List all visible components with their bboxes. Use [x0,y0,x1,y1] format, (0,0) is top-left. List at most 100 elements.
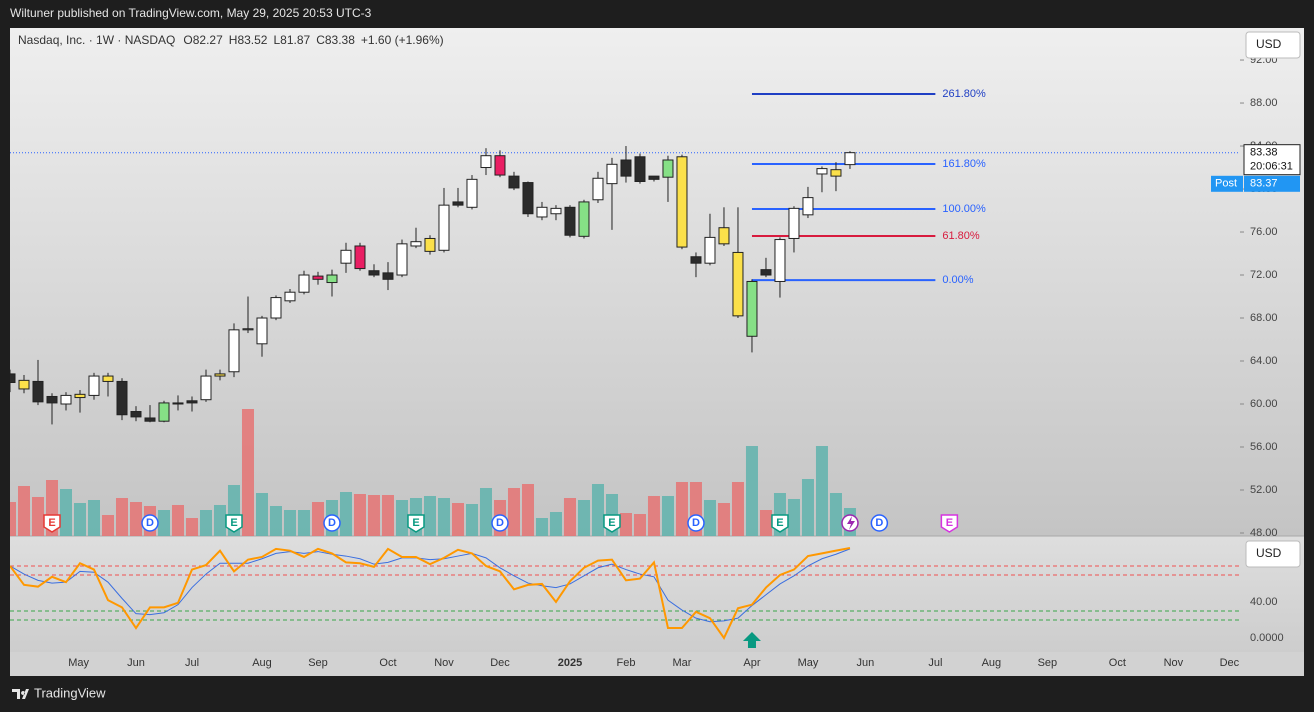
volume-bar [10,502,16,536]
candle-body [46,395,58,404]
x-tick-label: May [68,657,89,669]
dividend-marker [491,514,509,532]
event-label: D [328,517,336,529]
candle-body [676,156,688,248]
x-tick-label: Aug [982,657,1002,669]
fib-label: 261.80% [942,88,986,100]
last-price-box [1243,144,1301,176]
x-tick-label: Mar [673,657,692,669]
volume-bar [101,515,114,536]
plot-area: 261.80% 161.80% 100.00% 61.80% 0.00% E D E D E D E D… [10,88,1240,648]
time-axis-labels: Apr May Jun Jul Aug Sep Oct Nov Dec 2025 Feb Mar Apr… [10,657,1240,669]
candle-body [326,274,338,284]
currency-label[interactable]: USD [1256,546,1282,560]
osc-line [10,548,851,623]
volume-bar [535,518,548,536]
candle-body [704,236,716,264]
candle-body [732,251,744,317]
candle-body [844,152,856,166]
fib-label: 61.80% [942,230,980,242]
footer-brand: TradingView [34,685,106,700]
currency-label[interactable]: USD [1256,37,1282,51]
event-label: E [776,517,783,529]
volume-bar [647,496,660,536]
dividend-marker [687,514,705,532]
ohlc-key: O [183,33,192,47]
candle-body [746,280,758,337]
symbol-header: Nasdaq, Inc. · 1W · NASDAQ O82.27 H83.52 L8… [18,33,444,47]
usd-button[interactable]: USD [1245,31,1301,59]
volume-bar [591,484,604,536]
event-label: D [496,517,504,529]
earnings-marker [225,514,243,533]
volume-bar [507,488,520,536]
candle-body [606,163,618,185]
y-tick-label: 76.00 [1250,226,1278,238]
x-tick-label: Sep [1038,657,1058,669]
event-label: E [412,517,419,529]
candle-body [242,328,254,331]
volume-bar [717,503,730,536]
x-tick-label: 2025 [558,657,582,669]
candle-body [662,159,674,178]
x-tick-label: Nov [434,657,454,669]
symbol: Nasdaq, Inc. · 1W · NASDAQ [18,33,175,47]
ohlc-value: 83.52 [237,33,267,47]
candle-body [396,243,408,276]
candle-body [172,402,184,405]
post-price: 83.37 [1250,178,1278,190]
volume-bar [395,500,408,536]
candle-body [10,373,16,384]
x-tick-label: Jun [127,657,145,669]
candle-body [410,241,422,247]
volume-bar [31,497,44,536]
volume-bar [353,494,366,536]
volume-bar [633,514,646,536]
usd-button[interactable]: USD [1245,540,1301,568]
signal-arrow [742,632,761,648]
volume-bar [199,510,212,536]
volume-bar [381,495,394,536]
volume-bar [17,486,30,536]
volume-bar [521,484,534,536]
candle-body [256,317,268,345]
y-tick-label: 48.00 [1250,527,1278,539]
candle-body [648,175,660,180]
candle-body [634,156,646,182]
candle-body [788,207,800,239]
published-line: Wiltuner published on TradingView.com, M… [10,6,372,20]
earnings-marker [407,514,425,533]
y-tick-label: 56.00 [1250,441,1278,453]
candle-body [340,249,352,264]
y-tick-label: 72.00 [1250,269,1278,281]
candle-body [284,291,296,302]
candle-body [452,201,464,206]
countdown: 20:06:31 [1250,161,1293,173]
event-label: D [146,517,154,529]
volume-bar [815,446,828,536]
ohlc-key: H [229,33,238,47]
candle-body [354,245,366,270]
candle-body [480,155,492,169]
volume-bar [451,503,464,536]
candle-body [200,375,212,401]
volume-bar [213,505,226,536]
event-label: E [48,517,55,529]
news-icon [846,516,855,530]
fib-label: 0.00% [942,274,973,286]
candle-body [550,207,562,215]
x-tick-label: Nov [1164,657,1184,669]
volume-bar [311,502,324,536]
x-tick-label: Dec [1220,657,1240,669]
earnings-marker [43,514,61,533]
candle-body [312,275,324,280]
volume-bar [255,493,268,536]
volume-bar [549,512,562,536]
candle-body [102,375,114,382]
candle-body [88,375,100,396]
volume-bar [171,505,184,536]
volume-bar [423,496,436,536]
candle-body [816,168,828,175]
candle-body [186,400,198,404]
earnings-marker [603,514,621,533]
